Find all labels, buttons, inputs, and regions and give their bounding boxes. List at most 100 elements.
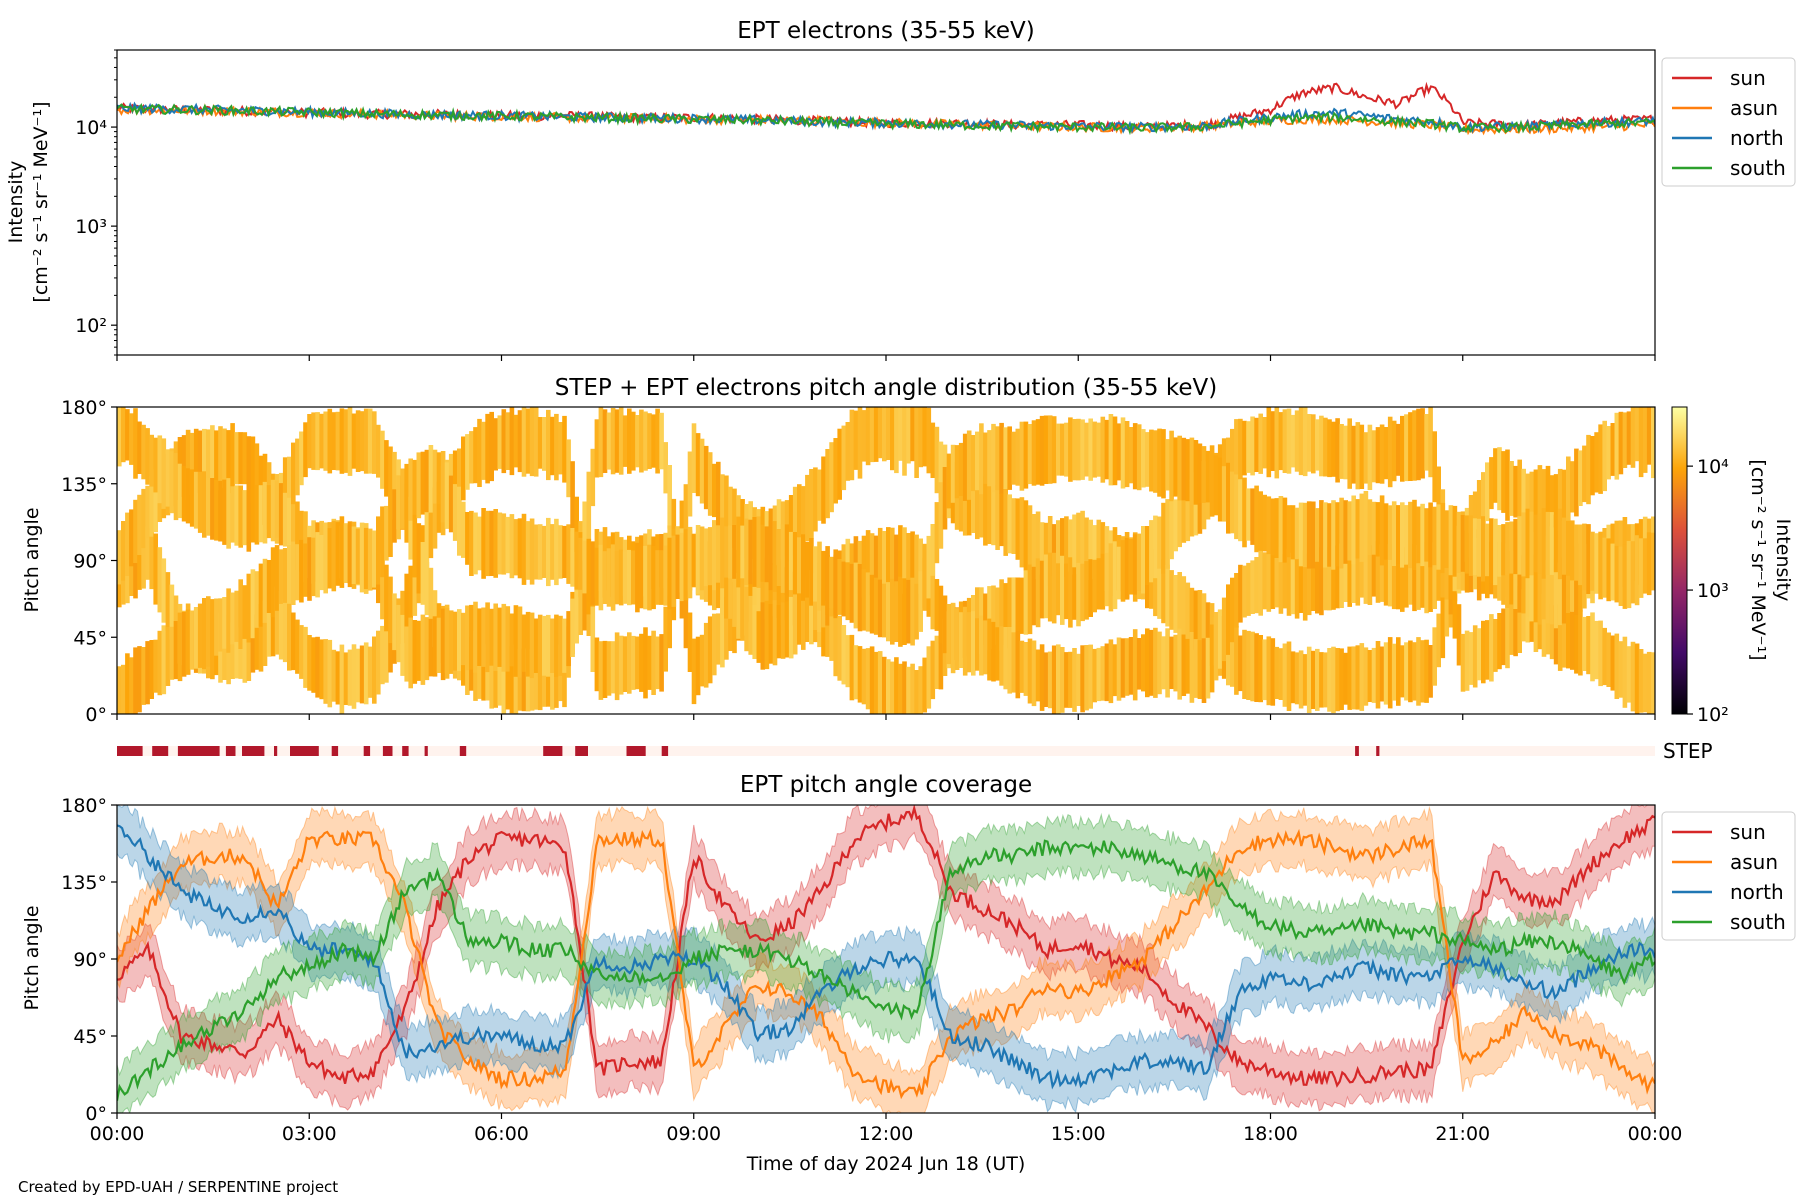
pad-cell	[129, 657, 134, 714]
pad-cell	[230, 423, 235, 494]
pad-cell	[1452, 575, 1458, 639]
pad-cell	[291, 612, 296, 671]
pad-cell	[428, 618, 434, 677]
pad-cell	[1157, 428, 1162, 497]
pad-cell	[1456, 511, 1462, 573]
pad-cell	[1234, 419, 1239, 487]
pad-cell	[1468, 515, 1474, 576]
pad-cell	[991, 423, 996, 493]
pad-cell	[687, 526, 693, 599]
colorbar-tick-label: 10⁴	[1697, 456, 1729, 478]
pad-cell	[157, 547, 163, 613]
pad-cell	[137, 646, 142, 713]
pad-cell	[469, 431, 474, 484]
pad-cell	[934, 426, 940, 494]
pad-cell	[1525, 555, 1531, 617]
pad-cell	[995, 426, 1000, 491]
pad-cell	[801, 486, 806, 539]
pad-cell	[740, 584, 745, 641]
pad-cell	[1266, 496, 1272, 555]
pad-cell	[882, 583, 887, 638]
pad-cell	[671, 535, 677, 607]
legend-label-asun: asun	[1730, 850, 1778, 874]
pad-cell	[169, 626, 175, 680]
pad-cell	[724, 596, 729, 660]
pad-cell	[1169, 636, 1174, 689]
pad-cell	[962, 606, 968, 676]
pad-cell	[902, 578, 907, 645]
x-tick-label: 21:00	[1435, 1123, 1490, 1145]
pad-cell	[934, 635, 940, 689]
pad-cell	[1391, 543, 1397, 610]
pad-cell	[906, 666, 911, 714]
pad-cell	[392, 451, 397, 520]
pad-cell	[724, 554, 729, 619]
pad-cell	[788, 495, 794, 556]
pad-cell	[1068, 519, 1073, 572]
pad-cell	[1298, 650, 1304, 709]
pad-cell	[517, 410, 523, 473]
pad-cell	[788, 531, 794, 591]
pad-cell	[1262, 552, 1267, 610]
pad-cell	[517, 649, 523, 711]
pad-cell	[1570, 611, 1575, 670]
pad-cell	[1610, 423, 1616, 476]
pad-cell	[736, 573, 741, 639]
pad-cell	[485, 602, 490, 673]
step-coverage-interval	[424, 746, 428, 756]
pad-cell	[845, 635, 851, 688]
step-coverage-interval	[290, 746, 319, 756]
pad-cell	[161, 438, 167, 509]
pad-cell	[291, 442, 296, 509]
pad-cell	[618, 407, 624, 475]
pad-cell	[886, 659, 891, 714]
pad-cell	[1132, 534, 1138, 595]
pad-cell	[1092, 525, 1097, 580]
pad-cell	[384, 440, 389, 497]
pad-cell	[1626, 540, 1632, 609]
pad-cell	[873, 407, 879, 462]
pad-cell	[117, 407, 122, 467]
pad-cell	[1545, 602, 1551, 655]
pad-cell	[465, 512, 470, 565]
pad-cell	[655, 408, 660, 474]
pad-cell	[521, 648, 527, 712]
pad-cell	[266, 485, 272, 539]
pad-cell	[1213, 617, 1219, 681]
pad-cell	[1517, 516, 1522, 575]
pad-cell	[420, 542, 426, 605]
pad-cell	[501, 409, 507, 474]
pad-cell	[1327, 648, 1332, 712]
pad-cell	[1566, 456, 1571, 526]
pad-cell	[744, 518, 749, 586]
pad-cell	[1416, 506, 1421, 564]
pad-cell	[618, 549, 624, 606]
pad-cell	[1096, 558, 1102, 610]
credit-text: Created by EPD-UAH / SERPENTINE project	[18, 1178, 338, 1196]
pad-cell	[145, 641, 150, 705]
pad-cell	[133, 408, 138, 479]
pad-cell	[1327, 503, 1332, 567]
pad-cell	[1173, 634, 1178, 692]
pad-cell	[882, 656, 887, 714]
pad-cell	[1335, 648, 1340, 712]
panel4-title: EPT pitch angle coverage	[740, 772, 1032, 798]
pad-cell	[1529, 471, 1535, 530]
pad-cell	[1505, 596, 1510, 669]
pad-cell	[1359, 493, 1365, 562]
pad-cell	[837, 559, 842, 615]
pad-cell	[1242, 420, 1247, 476]
pad-cell	[400, 468, 405, 529]
pad-cell	[865, 648, 871, 710]
pad-cell	[983, 593, 988, 646]
pad-cell	[627, 408, 632, 474]
pad-cell	[376, 424, 381, 478]
pad-cell	[1646, 651, 1652, 714]
pad-cell	[1072, 648, 1077, 712]
pad-cell	[1428, 645, 1433, 698]
pad-cell	[525, 648, 531, 712]
pad-cell	[380, 506, 385, 578]
pad-cell	[1201, 593, 1207, 660]
pad-cell	[1521, 589, 1526, 642]
pad-cell	[1153, 549, 1158, 617]
